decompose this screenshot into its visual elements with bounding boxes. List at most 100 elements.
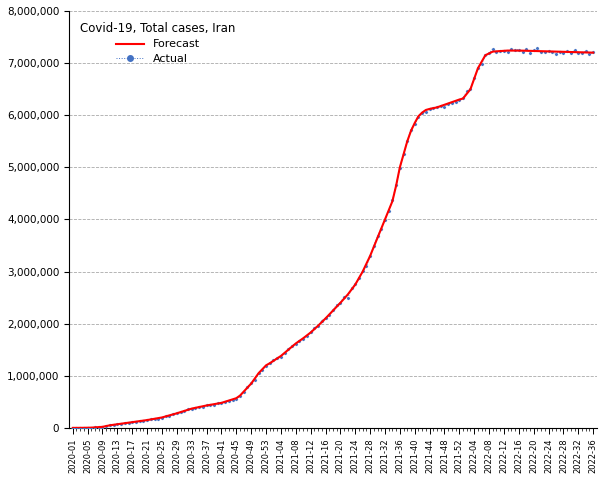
Point bbox=[440, 103, 450, 110]
Point bbox=[328, 306, 338, 314]
Point bbox=[198, 403, 208, 410]
Point bbox=[477, 60, 486, 68]
Point bbox=[90, 423, 100, 431]
Point bbox=[336, 299, 345, 307]
Point bbox=[213, 400, 223, 408]
Point bbox=[175, 408, 185, 416]
Point bbox=[480, 51, 490, 59]
Point bbox=[373, 232, 382, 240]
Point bbox=[105, 421, 115, 429]
Point bbox=[287, 342, 297, 349]
Point bbox=[421, 108, 431, 116]
Point bbox=[410, 120, 419, 128]
Point bbox=[217, 399, 226, 407]
Point bbox=[135, 418, 145, 425]
Point bbox=[376, 225, 386, 233]
Point bbox=[258, 366, 267, 373]
Point bbox=[358, 267, 367, 275]
Point bbox=[321, 314, 330, 322]
Point bbox=[243, 383, 252, 391]
Point bbox=[206, 402, 215, 409]
Point bbox=[306, 328, 315, 336]
Point bbox=[503, 48, 512, 56]
Point bbox=[347, 285, 356, 292]
Point bbox=[298, 335, 308, 343]
Point bbox=[246, 380, 256, 387]
Point bbox=[71, 424, 81, 432]
Point bbox=[76, 424, 85, 432]
Point bbox=[570, 47, 580, 54]
Point bbox=[116, 420, 126, 428]
Point bbox=[555, 48, 564, 56]
Point bbox=[447, 99, 457, 107]
Point bbox=[120, 420, 129, 427]
Point bbox=[458, 94, 468, 102]
Point bbox=[224, 397, 234, 405]
Point bbox=[102, 422, 111, 430]
Point bbox=[362, 263, 371, 270]
Point bbox=[180, 408, 189, 415]
Point bbox=[469, 74, 479, 82]
Point bbox=[451, 98, 460, 106]
Point bbox=[395, 164, 405, 172]
Point bbox=[499, 47, 509, 55]
Point bbox=[269, 356, 278, 364]
Legend: Forecast, Actual: Forecast, Actual bbox=[74, 16, 241, 70]
Point bbox=[68, 424, 77, 432]
Point bbox=[261, 362, 271, 370]
Point bbox=[284, 346, 293, 353]
Point bbox=[577, 49, 587, 57]
Point bbox=[235, 392, 245, 400]
Point bbox=[209, 401, 219, 408]
Point bbox=[495, 47, 505, 55]
Point bbox=[566, 49, 576, 57]
Point bbox=[324, 312, 334, 319]
Point bbox=[276, 353, 286, 360]
Point bbox=[588, 48, 598, 56]
Point bbox=[239, 388, 249, 396]
Point bbox=[492, 48, 502, 55]
Point bbox=[466, 85, 476, 93]
Point bbox=[161, 412, 171, 420]
Point bbox=[146, 416, 155, 423]
Point bbox=[139, 417, 148, 425]
Point bbox=[79, 424, 89, 432]
Point bbox=[339, 293, 349, 300]
Point bbox=[510, 46, 520, 53]
Point bbox=[194, 403, 204, 410]
Point bbox=[417, 109, 427, 117]
Point bbox=[443, 100, 453, 108]
Point bbox=[280, 349, 289, 357]
Point bbox=[532, 45, 542, 52]
Point bbox=[522, 45, 531, 53]
Point bbox=[154, 415, 163, 422]
Point bbox=[391, 181, 401, 189]
Point bbox=[94, 423, 103, 431]
Point bbox=[548, 48, 557, 56]
Point bbox=[109, 421, 119, 429]
Point bbox=[83, 424, 93, 432]
Point bbox=[313, 322, 323, 330]
Point bbox=[149, 415, 159, 422]
Point bbox=[291, 340, 301, 348]
Point bbox=[168, 410, 178, 418]
Point bbox=[227, 396, 237, 403]
Point bbox=[436, 103, 446, 110]
Point bbox=[406, 126, 416, 133]
Point bbox=[558, 49, 568, 57]
Point bbox=[332, 301, 341, 309]
Point bbox=[536, 48, 546, 56]
Point bbox=[250, 376, 260, 384]
Point bbox=[544, 48, 554, 55]
Point bbox=[187, 405, 197, 412]
Point bbox=[87, 424, 96, 432]
Point bbox=[302, 333, 312, 340]
Point bbox=[253, 369, 263, 377]
Point bbox=[97, 423, 107, 431]
Point bbox=[113, 420, 122, 428]
Point bbox=[142, 416, 152, 423]
Point bbox=[428, 104, 438, 112]
Point bbox=[172, 409, 182, 417]
Point bbox=[562, 48, 572, 55]
Point bbox=[380, 216, 390, 224]
